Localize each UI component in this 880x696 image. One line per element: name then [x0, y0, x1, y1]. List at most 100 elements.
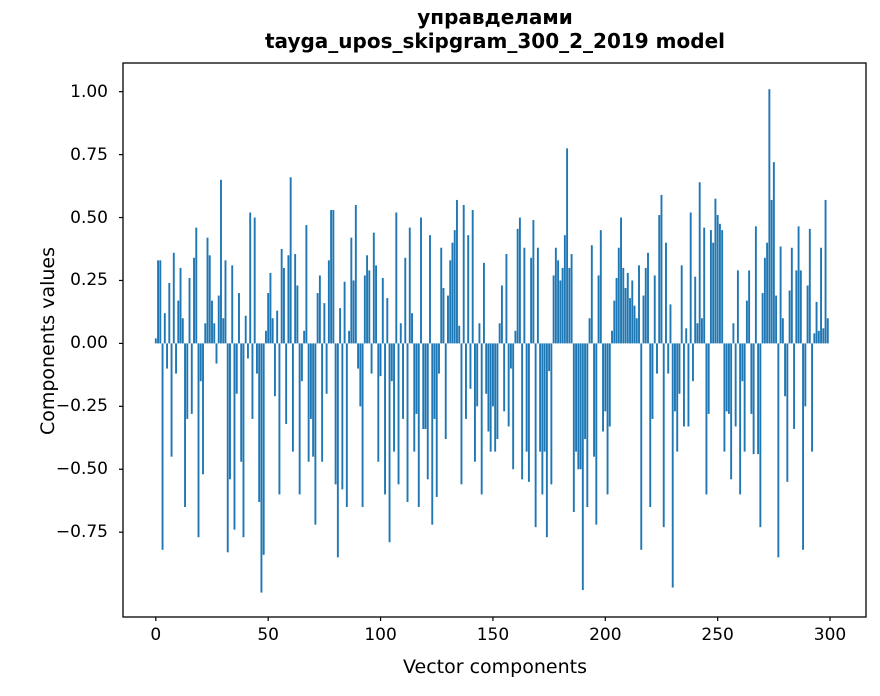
- bar: [694, 276, 697, 344]
- y-tick-label: 0.00: [70, 333, 108, 354]
- bar: [296, 285, 299, 344]
- bar: [269, 272, 272, 344]
- y-tick-label: 0.25: [70, 270, 108, 291]
- bar: [698, 182, 701, 344]
- bar: [692, 343, 694, 382]
- bar: [244, 315, 247, 344]
- axes-spines: [122, 62, 867, 618]
- bar: [714, 198, 717, 344]
- bar: [193, 257, 195, 344]
- bar: [680, 265, 683, 344]
- bar: [294, 254, 297, 344]
- bar: [215, 343, 218, 364]
- bar: [786, 343, 789, 482]
- bar: [242, 343, 245, 538]
- bar: [503, 343, 506, 412]
- bar: [826, 318, 829, 344]
- bar: [563, 235, 566, 344]
- bar: [240, 343, 243, 462]
- bar: [399, 323, 402, 344]
- bar: [748, 270, 751, 344]
- bar: [759, 343, 762, 528]
- bar: [386, 298, 389, 344]
- bar: [498, 323, 501, 344]
- bar: [217, 295, 220, 344]
- bar: [570, 254, 573, 344]
- bar: [318, 275, 321, 344]
- bar: [824, 199, 827, 344]
- x-axis-label: Vector components: [403, 656, 587, 678]
- bar: [361, 343, 364, 508]
- bar: [730, 343, 733, 480]
- bar: [247, 343, 249, 359]
- bar: [415, 343, 418, 414]
- bar: [802, 343, 805, 550]
- bar: [766, 242, 769, 344]
- bar: [808, 228, 811, 344]
- bar: [249, 212, 252, 344]
- bar: [705, 343, 708, 495]
- bar: [602, 343, 604, 432]
- bar: [633, 305, 636, 344]
- bar: [739, 343, 742, 495]
- bar: [566, 148, 569, 344]
- y-tick-label: 1.00: [70, 81, 108, 102]
- bar: [689, 212, 692, 344]
- bar: [611, 330, 613, 344]
- bar: [307, 343, 310, 462]
- bar: [700, 318, 703, 344]
- bar: [303, 330, 306, 344]
- bar: [640, 343, 643, 550]
- bar: [316, 293, 319, 344]
- bar: [368, 270, 371, 344]
- x-tick-label: 200: [589, 625, 622, 645]
- bar: [530, 257, 533, 344]
- bar: [741, 343, 744, 382]
- bar: [784, 343, 787, 397]
- bar: [781, 318, 784, 344]
- bar: [447, 295, 449, 344]
- bar: [327, 260, 330, 344]
- bar: [534, 343, 537, 528]
- y-tick-label: −0.25: [55, 396, 108, 417]
- bar: [703, 227, 706, 344]
- bar: [725, 343, 728, 412]
- bar: [539, 343, 542, 452]
- bar: [465, 343, 467, 419]
- bar: [754, 226, 757, 344]
- bar: [790, 247, 793, 344]
- bar: [309, 343, 312, 419]
- bar: [408, 227, 411, 344]
- bar: [507, 343, 510, 427]
- bar: [370, 343, 373, 374]
- bar: [161, 343, 164, 550]
- bar: [291, 343, 294, 452]
- x-tick-label: 300: [813, 625, 847, 645]
- bar: [545, 343, 548, 538]
- bar: [440, 247, 443, 344]
- bar: [330, 210, 333, 344]
- bar: [458, 325, 461, 344]
- bar: [172, 252, 175, 344]
- bar: [723, 343, 726, 452]
- bar: [543, 343, 546, 452]
- bar: [606, 343, 609, 495]
- bar: [384, 343, 386, 495]
- bar: [687, 343, 690, 427]
- bar: [615, 277, 618, 344]
- bar: [595, 343, 598, 525]
- bar: [426, 343, 429, 480]
- bar: [195, 227, 198, 344]
- bar: [305, 225, 308, 344]
- bar: [548, 343, 551, 372]
- bar: [683, 343, 685, 427]
- bar: [363, 275, 366, 344]
- y-tick-label: −0.50: [55, 459, 108, 480]
- bar: [280, 249, 283, 344]
- bar: [494, 343, 497, 452]
- bar: [500, 285, 503, 344]
- bar: [624, 288, 627, 344]
- bar: [734, 343, 737, 427]
- bar: [572, 343, 575, 513]
